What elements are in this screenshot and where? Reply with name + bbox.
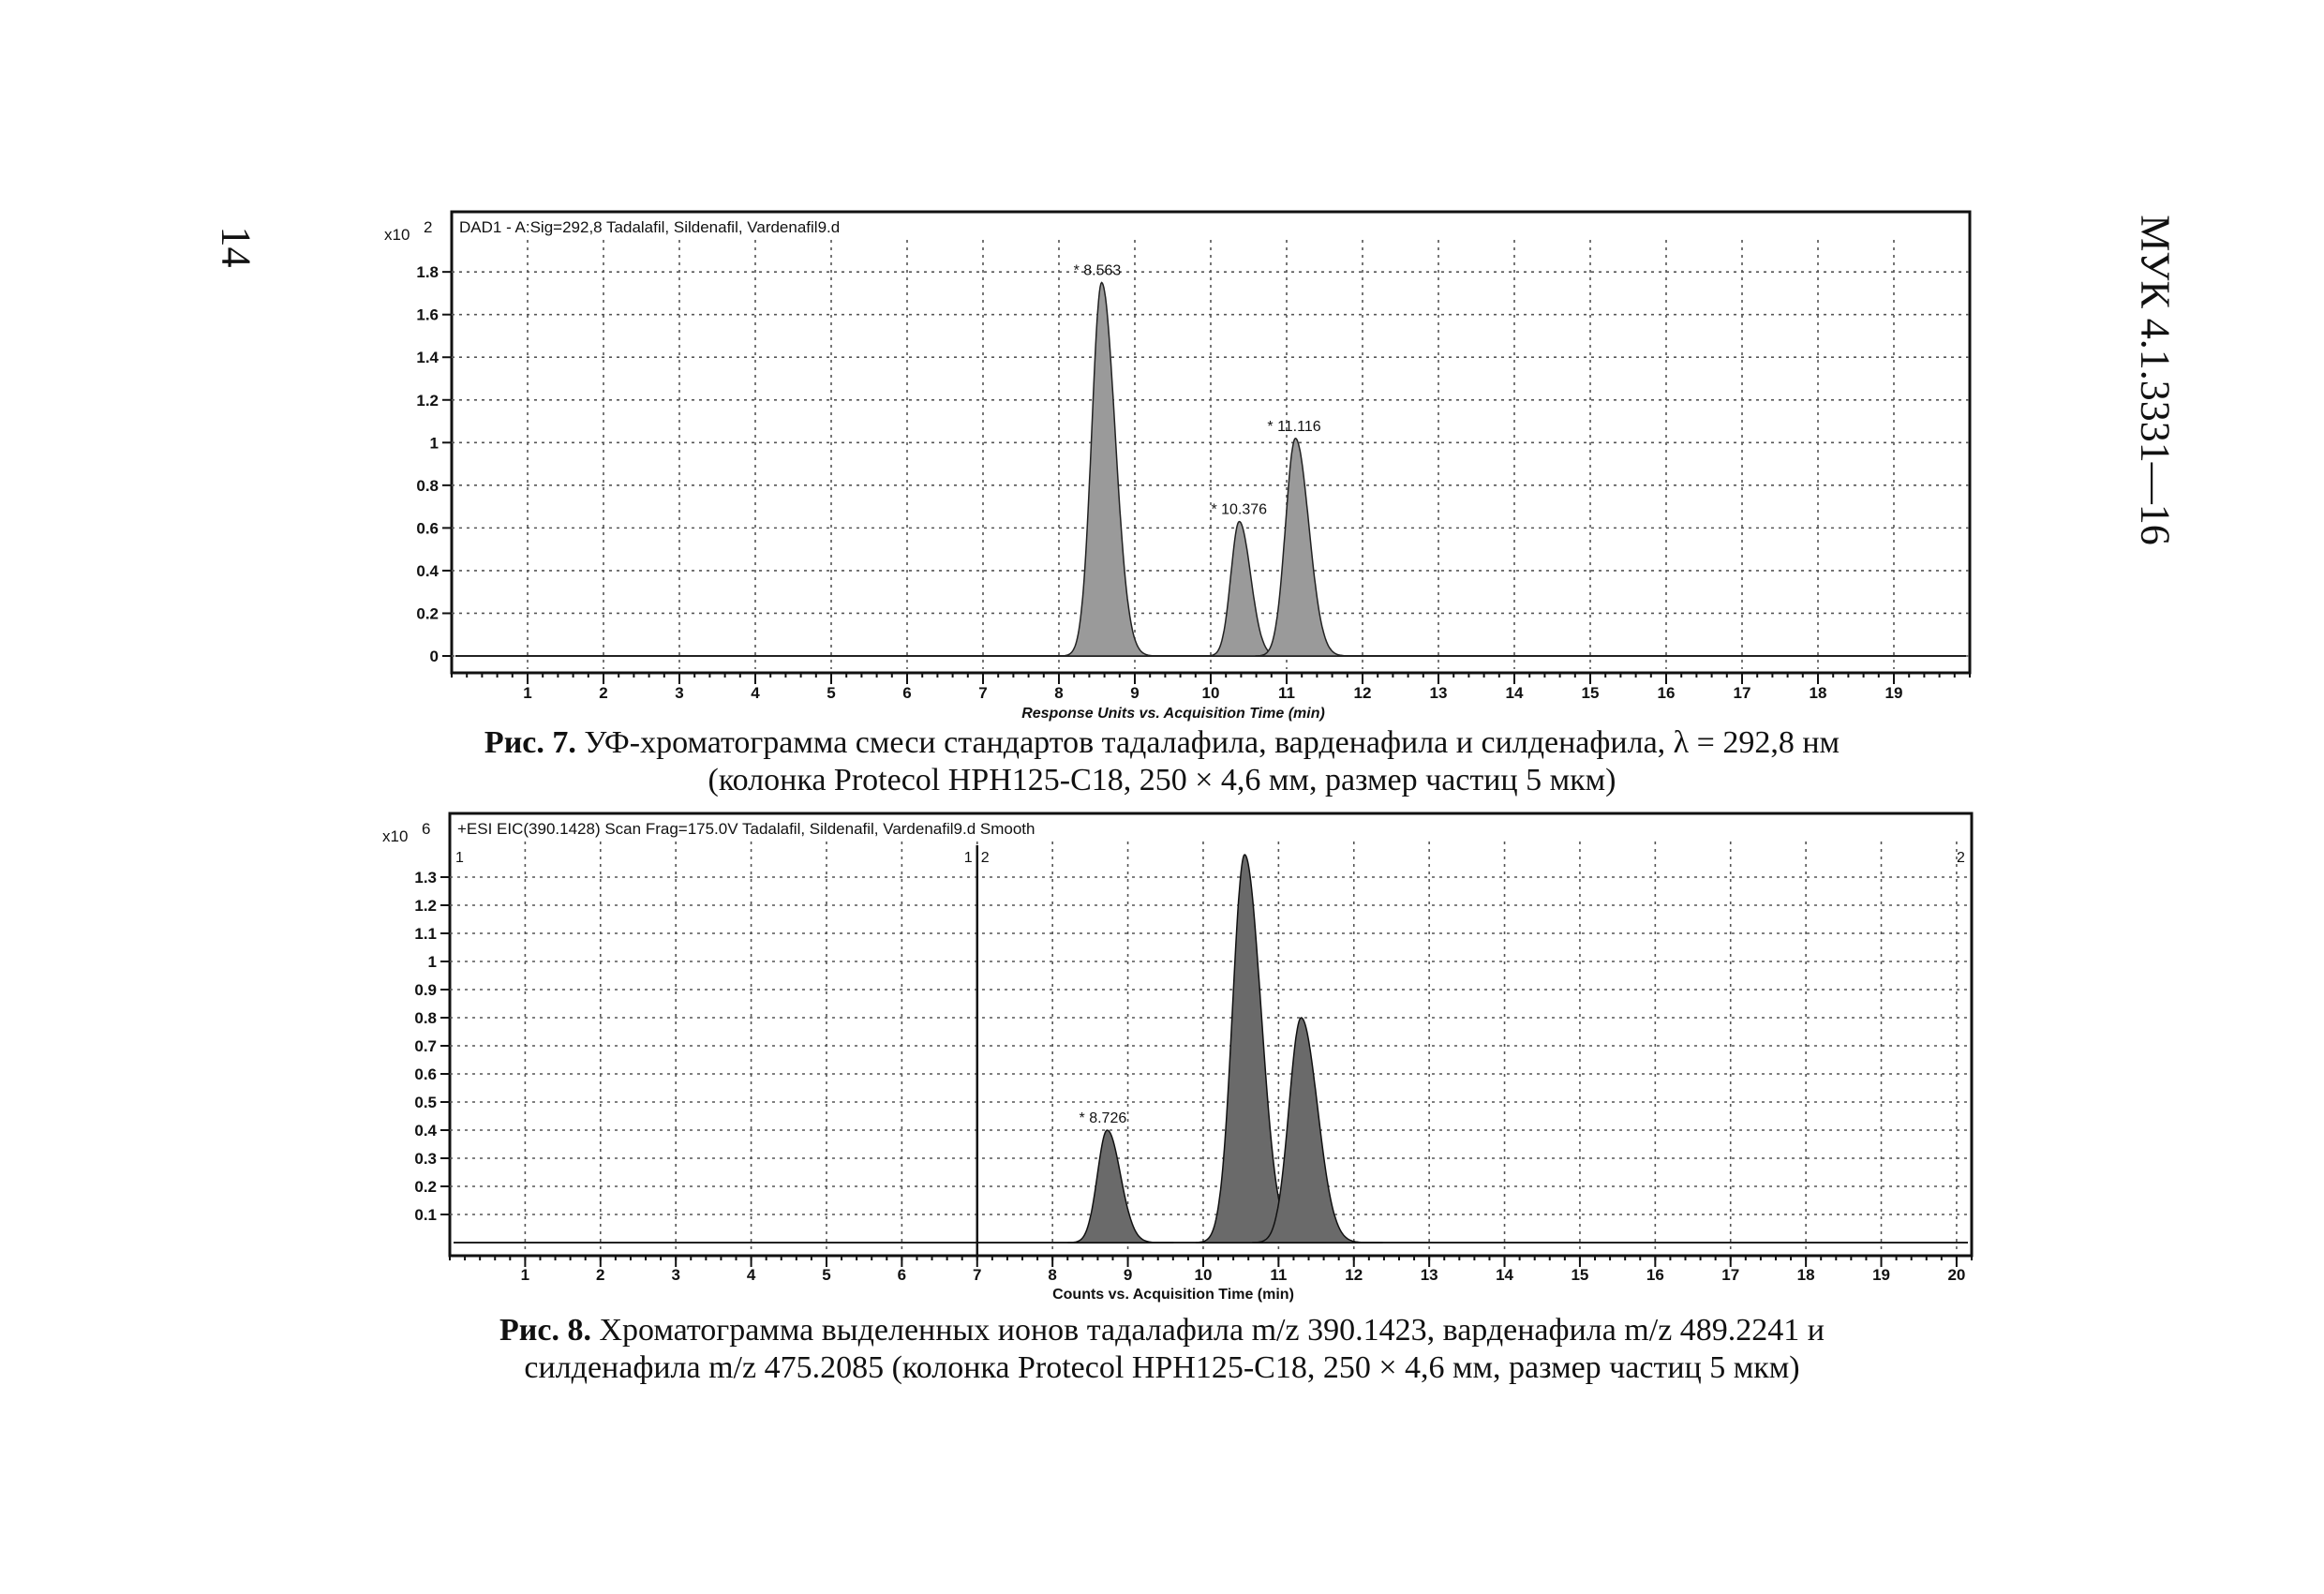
x-tick-label: 13 — [1421, 1266, 1438, 1284]
x-tick-label: 18 — [1810, 684, 1827, 702]
figure-7-label: Рис. 7. — [484, 725, 576, 760]
chart-header: DAD1 - A:Sig=292,8 Tadalafil, Sildenafil… — [459, 218, 840, 236]
figure-8-label: Рис. 8. — [499, 1313, 591, 1348]
edge-label-left: 1 — [455, 850, 464, 866]
y-tick-label: 0.5 — [414, 1094, 437, 1111]
chart-uv-chromatogram: DAD1 - A:Sig=292,8 Tadalafil, Sildenafil… — [384, 210, 1972, 722]
x-tick-label: 12 — [1354, 684, 1372, 702]
y-multiplier: x10 — [382, 827, 408, 845]
x-tick-label: 18 — [1797, 1266, 1815, 1284]
x-tick-label: 2 — [596, 1266, 604, 1284]
y-multiplier: x10 — [384, 226, 410, 244]
y-tick-label: 0.2 — [414, 1178, 437, 1196]
x-tick-label: 4 — [751, 684, 760, 702]
figure-8-caption-line1: Рис. 8. Хроматограмма выделенных ионов т… — [281, 1312, 2043, 1349]
y-tick-label: 1 — [430, 434, 439, 452]
y-tick-label: 0.4 — [414, 1122, 437, 1140]
figure-8-caption-line2: силденафила m/z 475.2085 (колонка Protec… — [524, 1350, 1800, 1385]
x-tick-label: 19 — [1872, 1266, 1890, 1284]
x-tick-label: 5 — [827, 684, 835, 702]
x-tick-label: 2 — [599, 684, 607, 702]
y-tick-label: 0.6 — [416, 519, 439, 537]
x-tick-label: 16 — [1658, 684, 1676, 702]
figure-7-text: УФ-хроматограмма смеси стандартов тадала… — [584, 725, 1840, 760]
y-tick-label: 0.4 — [416, 562, 439, 580]
x-tick-label: 17 — [1734, 684, 1751, 702]
peak-label: * 10.376 — [1211, 502, 1267, 518]
y-tick-label: 1 — [428, 953, 437, 971]
figure-8-caption: Рис. 8. Хроматограмма выделенных ионов т… — [281, 1312, 2043, 1387]
x-tick-label: 9 — [1130, 684, 1139, 702]
peak-label: * 8.563 — [1074, 263, 1122, 279]
x-tick-label: 6 — [902, 684, 911, 702]
y-tick-label: 0.2 — [416, 604, 439, 622]
x-tick-label: 6 — [898, 1266, 906, 1284]
x-tick-label: 19 — [1885, 684, 1903, 702]
figure-8-text: Хроматограмма выделенных ионов тадалафил… — [599, 1313, 1825, 1348]
y-tick-label: 1.4 — [416, 349, 439, 366]
y-tick-label: 0.7 — [414, 1037, 437, 1055]
figure-7-caption-line2: (колонка Protecol HPH125-C18, 250 × 4,6 … — [708, 763, 1616, 797]
x-tick-label: 1 — [523, 684, 531, 702]
x-tick-label: 1 — [521, 1266, 529, 1284]
y-tick-label: 0.8 — [414, 1009, 437, 1027]
peak-3 — [1255, 437, 1363, 657]
peak-3 — [1252, 1017, 1383, 1244]
marker-label-left: 1 — [964, 850, 973, 866]
figure-7-caption: Рис. 7. УФ-хроматограмма смеси стандарто… — [281, 724, 2043, 799]
edge-label-right: 2 — [1957, 850, 1965, 866]
x-tick-label: 4 — [747, 1266, 756, 1284]
y-tick-label: 1.6 — [416, 306, 439, 324]
x-tick-label: 20 — [1947, 1266, 1965, 1284]
x-tick-label: 13 — [1430, 684, 1448, 702]
y-tick-label: 0 — [430, 648, 439, 665]
x-tick-label: 3 — [671, 1266, 679, 1284]
x-tick-label: 8 — [1048, 1266, 1056, 1284]
peak-1 — [1067, 1129, 1174, 1244]
x-tick-label: 8 — [1054, 684, 1063, 702]
x-tick-label: 3 — [675, 684, 683, 702]
y-tick-label: 0.8 — [416, 477, 439, 495]
x-tick-label: 7 — [973, 1266, 981, 1284]
chart-header: +ESI EIC(390.1428) Scan Frag=175.0V Tada… — [457, 820, 1035, 838]
x-tick-label: 9 — [1124, 1266, 1132, 1284]
y-multiplier-exponent: 6 — [422, 820, 430, 838]
peak-label: * 8.726 — [1080, 1110, 1127, 1126]
x-tick-label: 16 — [1646, 1266, 1664, 1284]
x-tick-label: 10 — [1194, 1266, 1212, 1284]
x-tick-label: 14 — [1496, 1266, 1513, 1284]
y-tick-label: 0.6 — [414, 1065, 437, 1083]
x-tick-label: 11 — [1278, 684, 1295, 702]
x-tick-label: 11 — [1270, 1266, 1287, 1284]
x-tick-label: 5 — [822, 1266, 830, 1284]
x-tick-label: 17 — [1721, 1266, 1739, 1284]
y-tick-label: 1.2 — [416, 392, 439, 410]
peak-1 — [1061, 281, 1169, 657]
chart-eic-chromatogram: +ESI EIC(390.1428) Scan Frag=175.0V Tada… — [382, 812, 1974, 1303]
x-axis-title: Response Units vs. Acquisition Time (min… — [1021, 706, 1325, 722]
x-tick-label: 14 — [1506, 684, 1524, 702]
y-tick-label: 1.1 — [414, 925, 437, 943]
y-tick-label: 0.3 — [414, 1150, 437, 1168]
x-tick-label: 15 — [1571, 1266, 1588, 1284]
plot-frame — [448, 812, 1974, 1258]
y-tick-label: 1.8 — [416, 263, 439, 281]
x-tick-label: 15 — [1582, 684, 1600, 702]
y-tick-label: 0.9 — [414, 981, 437, 999]
y-multiplier-exponent: 2 — [424, 218, 432, 236]
x-tick-label: 10 — [1202, 684, 1220, 702]
y-tick-label: 1.3 — [414, 869, 437, 886]
x-tick-label: 7 — [978, 684, 987, 702]
x-tick-label: 12 — [1345, 1266, 1363, 1284]
peak-label: * 11.116 — [1267, 419, 1320, 435]
figure-7-caption-line1: Рис. 7. УФ-хроматограмма смеси стандарто… — [281, 724, 2043, 762]
x-axis-title: Counts vs. Acquisition Time (min) — [1052, 1287, 1294, 1303]
marker-label-right: 2 — [981, 850, 990, 866]
y-tick-label: 1.2 — [414, 897, 437, 915]
y-tick-label: 0.1 — [414, 1206, 437, 1224]
